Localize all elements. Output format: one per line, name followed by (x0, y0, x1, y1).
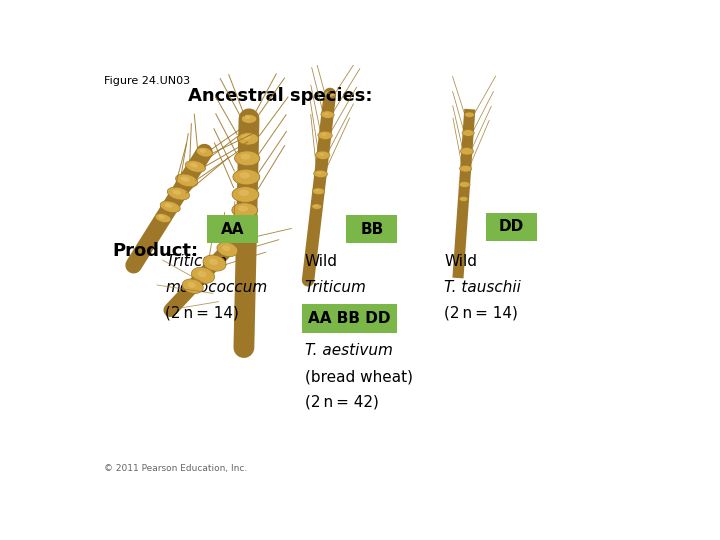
Ellipse shape (182, 279, 203, 293)
Ellipse shape (324, 112, 329, 115)
Ellipse shape (459, 181, 470, 187)
Text: DD: DD (499, 219, 524, 234)
Ellipse shape (187, 282, 196, 288)
Text: Product:: Product: (112, 241, 199, 260)
Text: Triticum: Triticum (166, 254, 228, 269)
FancyBboxPatch shape (302, 305, 397, 333)
FancyBboxPatch shape (486, 213, 536, 241)
Ellipse shape (314, 205, 318, 207)
Ellipse shape (233, 218, 256, 232)
Text: (2 n = 14): (2 n = 14) (305, 306, 379, 321)
Ellipse shape (325, 91, 336, 97)
Ellipse shape (203, 255, 226, 271)
Text: AA BB DD: AA BB DD (308, 311, 391, 326)
Ellipse shape (233, 232, 253, 242)
Text: (2 n = 14): (2 n = 14) (444, 306, 518, 321)
Ellipse shape (232, 203, 258, 218)
Ellipse shape (217, 242, 238, 256)
Text: T. tauschii: T. tauschii (444, 280, 521, 295)
Ellipse shape (319, 153, 324, 156)
Ellipse shape (321, 133, 326, 136)
Ellipse shape (244, 116, 251, 119)
Ellipse shape (236, 232, 243, 236)
Ellipse shape (222, 245, 230, 251)
Ellipse shape (239, 172, 250, 179)
Ellipse shape (233, 169, 260, 185)
Ellipse shape (238, 233, 246, 238)
Ellipse shape (315, 151, 330, 159)
Ellipse shape (190, 163, 198, 167)
FancyBboxPatch shape (207, 215, 258, 243)
Text: T. aestivum: T. aestivum (305, 343, 392, 359)
Text: BB: BB (360, 221, 384, 237)
Ellipse shape (312, 204, 322, 210)
Ellipse shape (321, 111, 334, 118)
Ellipse shape (233, 230, 249, 241)
Ellipse shape (312, 188, 325, 194)
Ellipse shape (164, 203, 173, 208)
Text: AA: AA (220, 221, 244, 237)
Ellipse shape (314, 170, 328, 178)
Text: (2 n = 42): (2 n = 42) (305, 395, 379, 410)
Ellipse shape (464, 112, 474, 117)
Ellipse shape (462, 130, 474, 136)
Text: Ancestral species:: Ancestral species: (188, 87, 372, 105)
Text: Triticum: Triticum (305, 280, 366, 295)
Ellipse shape (232, 187, 259, 202)
Ellipse shape (242, 134, 251, 140)
Text: © 2011 Pearson Education, Inc.: © 2011 Pearson Education, Inc. (104, 464, 247, 473)
Ellipse shape (238, 190, 249, 196)
Ellipse shape (181, 177, 189, 181)
Ellipse shape (327, 92, 330, 94)
Ellipse shape (235, 151, 260, 166)
Ellipse shape (160, 201, 180, 213)
Ellipse shape (238, 206, 248, 212)
Text: (bread wheat): (bread wheat) (305, 369, 413, 384)
Ellipse shape (460, 147, 474, 155)
FancyBboxPatch shape (346, 215, 397, 243)
Ellipse shape (238, 132, 258, 145)
Ellipse shape (185, 160, 205, 172)
Ellipse shape (158, 215, 165, 219)
Ellipse shape (192, 267, 215, 284)
Ellipse shape (209, 259, 218, 265)
Ellipse shape (172, 190, 181, 195)
Ellipse shape (459, 165, 472, 172)
Text: (2 n = 14): (2 n = 14) (166, 306, 239, 321)
Ellipse shape (315, 189, 320, 192)
Text: Wild: Wild (305, 254, 338, 269)
Ellipse shape (197, 147, 212, 157)
Text: Figure 24.UN03: Figure 24.UN03 (104, 77, 190, 86)
Ellipse shape (176, 174, 198, 187)
Ellipse shape (318, 131, 333, 139)
Ellipse shape (241, 114, 257, 124)
Text: monococcum: monococcum (166, 280, 268, 295)
Ellipse shape (199, 149, 206, 153)
Ellipse shape (156, 213, 171, 222)
Ellipse shape (459, 197, 468, 201)
Ellipse shape (167, 187, 189, 200)
Ellipse shape (197, 271, 207, 278)
Ellipse shape (238, 220, 247, 226)
Ellipse shape (240, 154, 251, 160)
Text: Wild: Wild (444, 254, 477, 269)
Ellipse shape (317, 172, 322, 174)
